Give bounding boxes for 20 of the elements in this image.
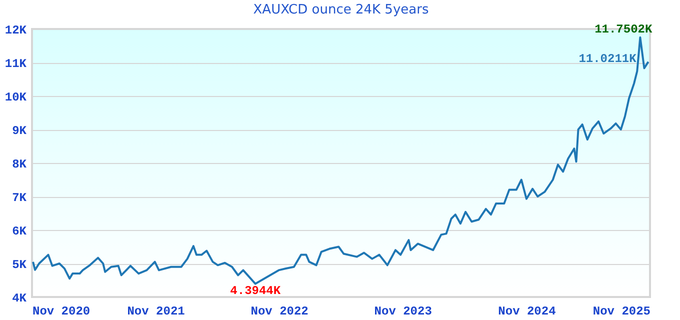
x-tick-label: Nov 2025 [592, 304, 650, 318]
y-tick-label: 4K [12, 292, 28, 306]
x-tick-label: Nov 2020 [32, 304, 90, 318]
x-tick-label: Nov 2021 [127, 304, 185, 318]
y-tick-label: 6K [12, 224, 28, 238]
y-tick-label: 12K [4, 24, 28, 38]
annotation: 4.3944K [230, 284, 282, 298]
y-tick-label: 5K [12, 258, 28, 272]
y-tick-label: 7K [12, 191, 28, 205]
y-tick-label: 11K [4, 57, 28, 71]
annotation: 11.7502K [594, 22, 653, 36]
y-tick-label: 9K [12, 124, 28, 138]
line-series [32, 36, 650, 285]
y-tick-label: 10K [4, 90, 28, 104]
x-tick-label: Nov 2023 [374, 304, 432, 318]
y-tick-label: 8K [12, 158, 28, 172]
x-tick-label: Nov 2022 [250, 304, 308, 318]
x-tick-label: Nov 2024 [498, 304, 556, 318]
annotation: 11.0211K [578, 52, 638, 66]
chart-title: XAUXCD ounce 24K 5years [253, 2, 429, 18]
